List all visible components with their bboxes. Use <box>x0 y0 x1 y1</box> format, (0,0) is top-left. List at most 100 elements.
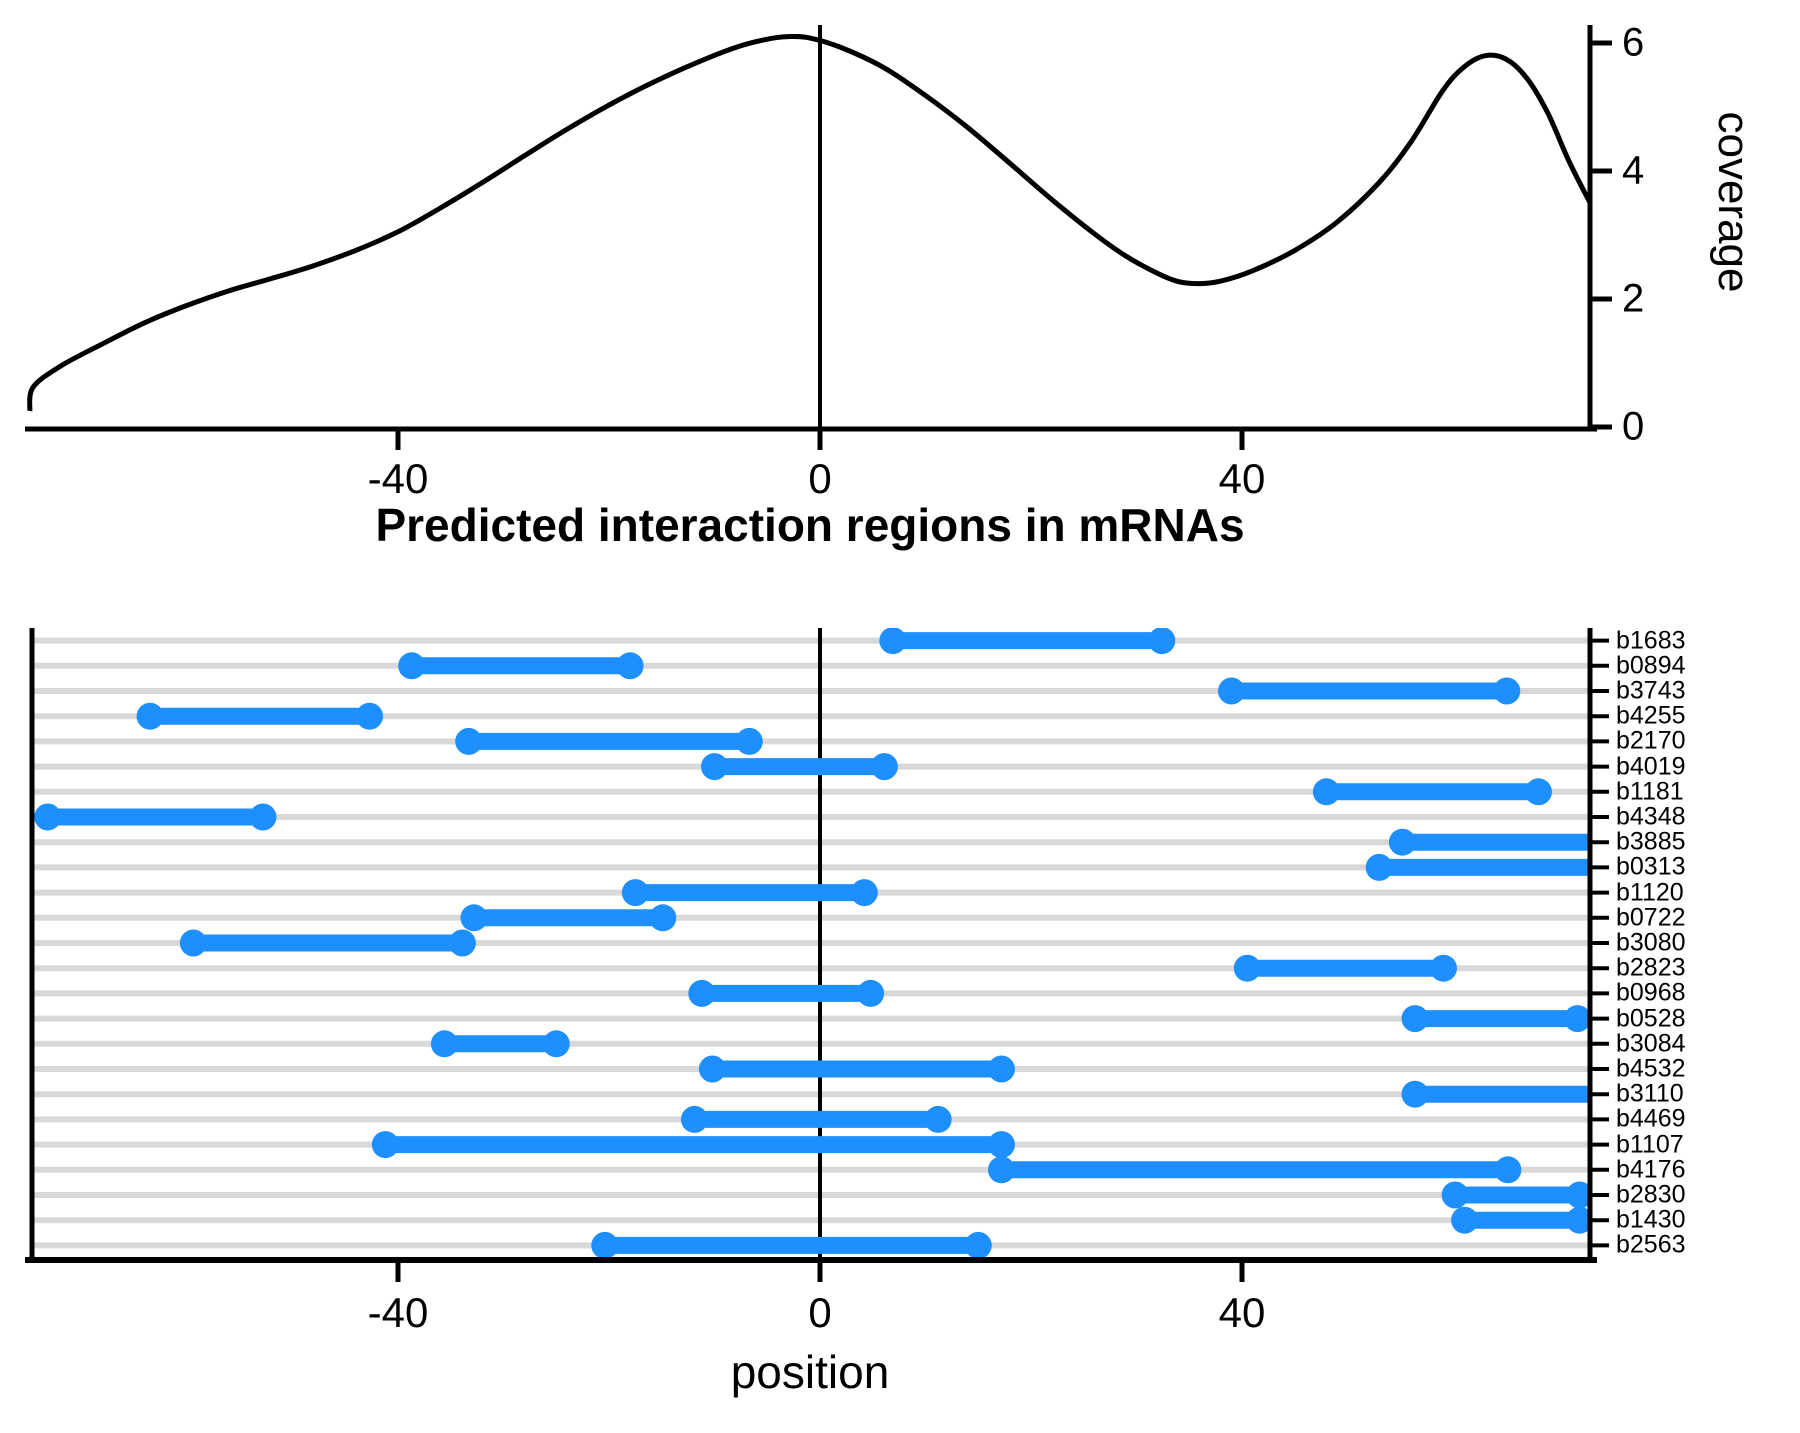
bottom-xtick-label: 0 <box>808 1289 832 1336</box>
interaction-segment-b1120 <box>621 879 878 907</box>
interaction-segment-b4176 <box>987 1156 1522 1184</box>
top-ytick-label: 2 <box>1622 276 1645 321</box>
row-label-b3743: b3743 <box>1616 676 1686 705</box>
interaction-segment-b2823 <box>1233 954 1458 982</box>
interaction-segment-b2170 <box>455 727 763 755</box>
segment-end-dot <box>448 929 476 957</box>
segment-end-dot <box>1451 1206 1479 1234</box>
segment-end-dot <box>179 929 207 957</box>
top-xtick-label: 0 <box>808 455 832 502</box>
row-label-b4255: b4255 <box>1616 701 1686 730</box>
top-xtick-label: -40 <box>367 455 429 502</box>
interaction-segment-b4532 <box>698 1055 1015 1083</box>
row-label-b3885: b3885 <box>1616 827 1686 856</box>
row-label-b3080: b3080 <box>1616 928 1686 957</box>
row-label-b1120: b1120 <box>1616 878 1684 907</box>
segment-end-dot <box>987 1156 1015 1184</box>
interaction-segment-b4019 <box>701 753 898 781</box>
interaction-segment-b4348 <box>34 803 277 831</box>
segment-end-dot <box>1148 628 1176 655</box>
row-label-b2563: b2563 <box>1616 1230 1686 1259</box>
segment-end-dot <box>1430 954 1458 982</box>
interaction-segment-b0968 <box>688 979 885 1007</box>
row-label-b0722: b0722 <box>1616 903 1686 932</box>
segment-end-dot <box>616 652 644 680</box>
row-label-b3084: b3084 <box>1616 1029 1686 1058</box>
row-label-b0968: b0968 <box>1616 978 1686 1007</box>
top-ytick-label: 4 <box>1622 148 1645 193</box>
row-label-b0313: b0313 <box>1616 852 1686 881</box>
row-label-b1683: b1683 <box>1616 626 1686 655</box>
row-label-b2170: b2170 <box>1616 726 1686 755</box>
segment-end-dot <box>1401 1005 1429 1033</box>
segment-end-dot <box>1233 954 1261 982</box>
segment-end-dot <box>1494 1156 1522 1184</box>
segment-end-dot <box>1365 853 1393 881</box>
segment-end-dot <box>34 803 62 831</box>
interaction-segment-b1683 <box>879 628 1176 655</box>
segment-end-dot <box>371 1131 399 1159</box>
row-label-b4176: b4176 <box>1616 1155 1686 1184</box>
interaction-segment-b0894 <box>398 652 644 680</box>
segment-layer <box>34 628 1590 1258</box>
interaction-segment-b3084 <box>430 1030 570 1058</box>
segment-end-dot <box>698 1055 726 1083</box>
segment-end-dot <box>701 753 728 781</box>
segment-end-dot <box>356 702 384 730</box>
segment-end-dot <box>1388 828 1416 856</box>
segment-end-dot <box>1312 778 1340 806</box>
row-label-b1181: b1181 <box>1616 777 1684 806</box>
segment-end-dot <box>430 1030 458 1058</box>
segment-end-dot <box>735 727 763 755</box>
row-label-b4348: b4348 <box>1616 802 1686 831</box>
segment-end-dot <box>249 803 277 831</box>
interaction-segment-b1181 <box>1312 778 1552 806</box>
row-label-b4469: b4469 <box>1616 1104 1686 1133</box>
segment-end-dot <box>987 1131 1015 1159</box>
top-xtick-label: 40 <box>1218 455 1266 502</box>
interaction-segment-b0722 <box>460 904 677 932</box>
segment-end-dot <box>870 753 898 781</box>
bottom-xtick-label: -40 <box>367 1289 429 1336</box>
row-label-b3110: b3110 <box>1616 1079 1684 1108</box>
segment-end-dot <box>1563 1005 1590 1033</box>
x-axis-label-position: position <box>730 1346 890 1398</box>
segment-end-dot <box>850 879 878 907</box>
segment-end-dot <box>857 979 885 1007</box>
segment-end-dot <box>688 979 716 1007</box>
coverage-density-curve <box>27 33 1593 412</box>
segment-end-dot <box>1493 677 1521 705</box>
row-label-b1107: b1107 <box>1616 1130 1684 1159</box>
row-label-b2823: b2823 <box>1616 953 1686 982</box>
row-label-b0528: b0528 <box>1616 1004 1686 1033</box>
interaction-segment-b2563 <box>591 1231 992 1258</box>
segment-end-dot <box>1217 677 1245 705</box>
segment-end-dot <box>1441 1181 1469 1209</box>
interaction-segment-b4255 <box>136 702 384 730</box>
top-ytick-label: 6 <box>1622 20 1645 65</box>
interaction-segment-b4469 <box>680 1105 952 1133</box>
segment-end-dot <box>398 652 426 680</box>
segment-end-dot <box>136 702 164 730</box>
interaction-segment-b0313 <box>1365 853 1590 881</box>
segment-end-dot <box>1401 1080 1429 1108</box>
segment-end-dot <box>879 628 907 655</box>
interaction-segment-b2830 <box>1441 1181 1590 1209</box>
segment-end-dot <box>460 904 488 932</box>
segment-end-dot <box>924 1105 952 1133</box>
row-label-b2830: b2830 <box>1616 1180 1686 1209</box>
interaction-segment-b3110 <box>1401 1080 1590 1108</box>
segment-end-dot <box>987 1055 1015 1083</box>
interaction-segment-b3080 <box>179 929 476 957</box>
row-label-b0894: b0894 <box>1616 651 1686 680</box>
segment-end-dot <box>649 904 677 932</box>
row-label-b4019: b4019 <box>1616 752 1686 781</box>
top-ytick-label: 0 <box>1622 404 1645 449</box>
segment-end-dot <box>1566 1206 1590 1234</box>
segment-end-dot <box>542 1030 570 1058</box>
segment-end-dot <box>680 1105 708 1133</box>
segment-end-dot <box>621 879 649 907</box>
segment-end-dot <box>964 1231 992 1258</box>
